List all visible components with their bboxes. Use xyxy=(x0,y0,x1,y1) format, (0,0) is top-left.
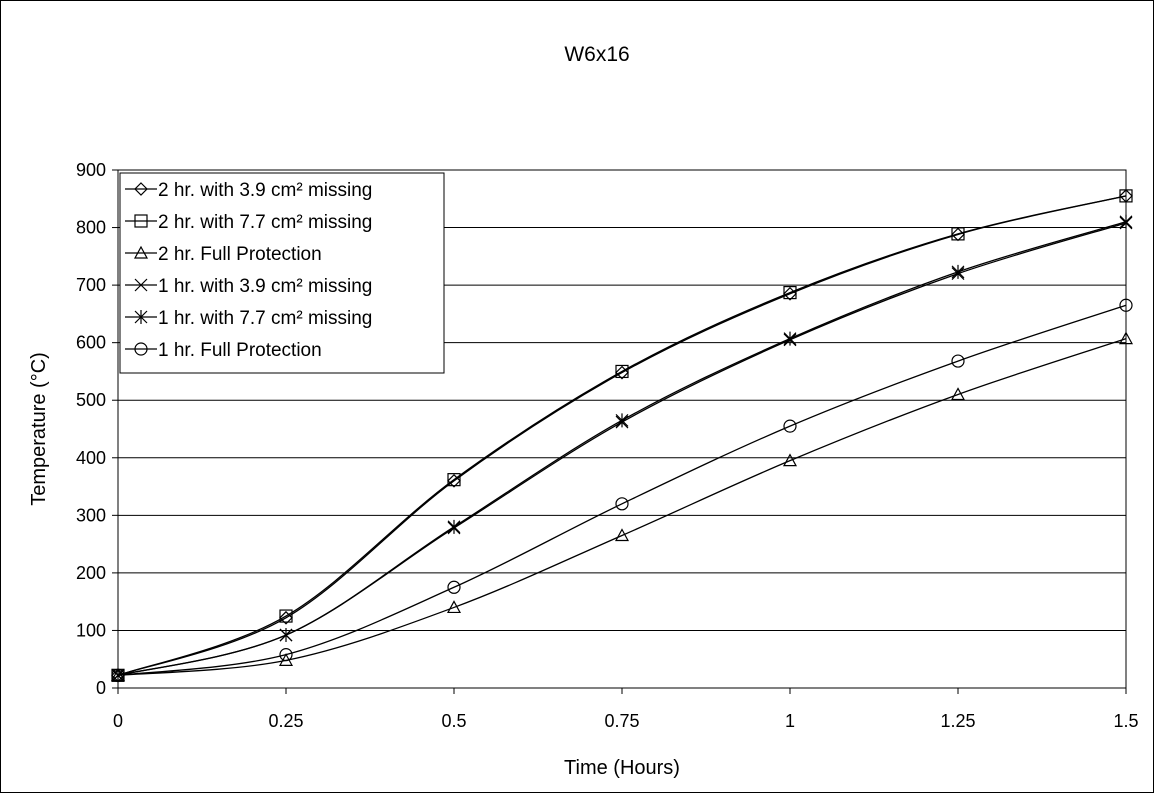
y-tick-label: 200 xyxy=(76,563,106,583)
legend-item: 2 hr. with 3.9 cm² missing xyxy=(125,180,372,201)
series-line xyxy=(117,304,1127,676)
data-point-diamond xyxy=(783,286,797,301)
chart-title: W6x16 xyxy=(564,43,629,66)
data-point-circle xyxy=(447,580,461,594)
legend-label: 2 hr. with 7.7 cm² missing xyxy=(158,212,372,233)
legend-label: 1 hr. with 3.9 cm² missing xyxy=(158,276,372,297)
data-point-star xyxy=(1119,214,1133,229)
data-point-square xyxy=(447,473,461,487)
data-point-square xyxy=(951,227,965,241)
data-point-star xyxy=(134,310,148,324)
data-point-diamond xyxy=(447,473,461,488)
legend-box xyxy=(119,172,445,374)
data-point-diamond xyxy=(279,610,293,625)
y-tick-label: 300 xyxy=(76,505,106,525)
legend-item: 2 hr. Full Protection xyxy=(125,244,322,265)
data-point-triangle xyxy=(446,600,462,614)
legend-label: 1 hr. Full Protection xyxy=(158,340,322,361)
data-point-triangle xyxy=(782,453,798,467)
data-point-square xyxy=(279,609,293,623)
x-tick-label: 1 xyxy=(785,711,795,731)
y-tick-label: 700 xyxy=(76,275,106,295)
y-tick-label: 0 xyxy=(96,678,106,698)
x-tick-label: 0 xyxy=(113,711,123,731)
data-point-square xyxy=(134,214,148,228)
data-point-circle xyxy=(134,342,148,356)
x-tick-label: 0.25 xyxy=(268,711,303,731)
series-group xyxy=(110,189,1134,683)
y-tick-label: 500 xyxy=(76,390,106,410)
y-tick-label: 600 xyxy=(76,333,106,353)
data-point-circle xyxy=(279,648,293,662)
data-point-circle xyxy=(615,497,629,511)
data-point-triangle xyxy=(1118,331,1134,345)
data-point-diamond xyxy=(615,365,629,380)
y-tick-label: 800 xyxy=(76,218,106,238)
y-tick-label: 100 xyxy=(76,620,106,640)
data-point-star xyxy=(279,628,293,643)
legend: 2 hr. with 3.9 cm² missing 2 hr. with 7.7… xyxy=(119,172,445,374)
y-axis-label: Temperature (°C) xyxy=(28,352,50,506)
data-point-star xyxy=(447,519,461,534)
data-point-square xyxy=(783,285,797,300)
data-point-star xyxy=(783,331,797,346)
data-point-x xyxy=(134,278,148,292)
axes: 0 100 200 300 400 500 600 700 800 900 0 0.25 0.5 0.75… xyxy=(76,160,1139,731)
series-circle xyxy=(111,298,1133,682)
x-tick-label: 0.75 xyxy=(604,711,639,731)
data-point-circle xyxy=(783,419,797,433)
data-point-circle xyxy=(1119,298,1133,312)
data-point-triangle xyxy=(614,528,630,542)
data-point-square xyxy=(1119,189,1133,203)
data-point-circle xyxy=(951,354,965,368)
legend-label: 2 hr. Full Protection xyxy=(158,244,322,265)
data-point-diamond xyxy=(134,182,148,196)
legend-label: 2 hr. with 3.9 cm² missing xyxy=(158,180,372,201)
legend-item: 1 hr. with 3.9 cm² missing xyxy=(125,276,372,297)
legend-item: 2 hr. with 7.7 cm² missing xyxy=(125,212,372,233)
x-tick-label: 1.5 xyxy=(1113,711,1138,731)
data-point-square xyxy=(615,364,629,379)
x-axis-label: Time (Hours) xyxy=(564,757,680,779)
legend-item: 1 hr. Full Protection xyxy=(125,340,322,361)
legend-item: 1 hr. with 7.7 cm² missing xyxy=(125,308,372,329)
x-tick-label: 0.5 xyxy=(441,711,466,731)
x-tick-label: 1.25 xyxy=(940,711,975,731)
data-point-star xyxy=(951,264,965,279)
y-tick-label: 400 xyxy=(76,448,106,468)
data-point-star xyxy=(615,413,629,428)
series-line xyxy=(117,195,1127,676)
legend-label: 1 hr. with 7.7 cm² missing xyxy=(158,308,372,329)
y-tick-label: 900 xyxy=(76,160,106,180)
data-point-circle xyxy=(111,668,125,682)
data-point-triangle xyxy=(950,387,966,401)
data-point-triangle xyxy=(133,245,149,259)
